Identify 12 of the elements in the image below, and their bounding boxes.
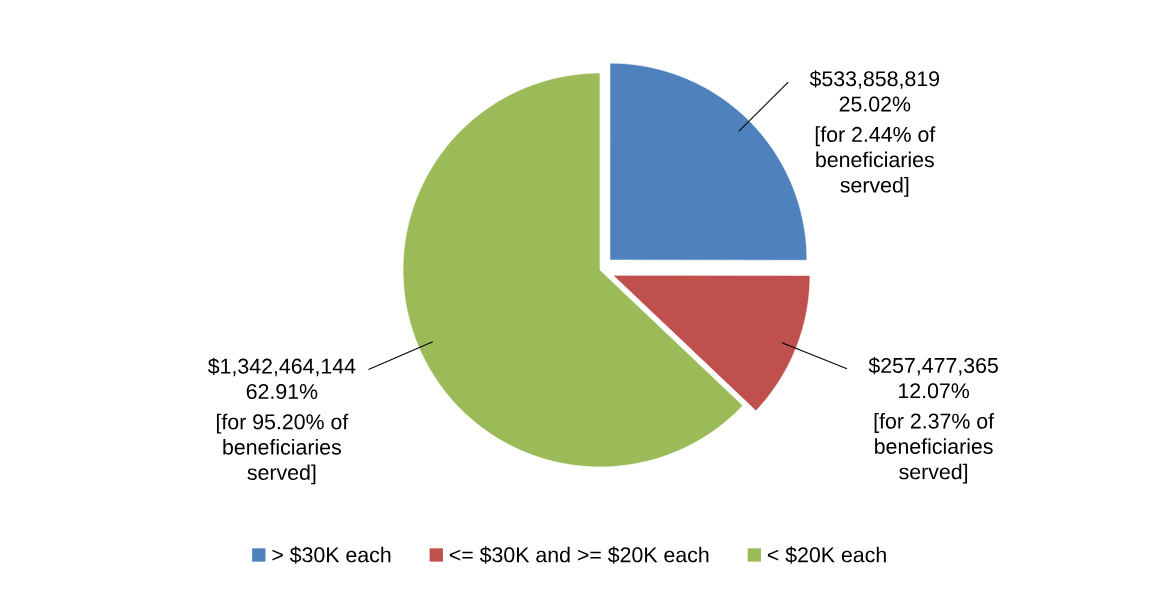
text: 62.91%: [246, 383, 318, 400]
text: [for 2.44% of beneficiaries served]: [815, 126, 936, 197]
data-label: $533,858,819: [809, 70, 940, 89]
legend-label: < $20K each: [767, 546, 886, 564]
text: 25.02%: [839, 96, 911, 112]
text: 12.07%: [899, 383, 970, 399]
data-label: $257,477,365: [868, 357, 998, 376]
text: [for 2.37% of beneficiaries served]: [874, 413, 995, 484]
data-label: $1,342,464,144: [207, 357, 356, 377]
text: [for 95.20% of beneficiaries served]: [216, 413, 349, 485]
legend-label: > $30K each: [272, 546, 391, 564]
legend-label: <= $30K and >= $20K each: [449, 546, 709, 564]
